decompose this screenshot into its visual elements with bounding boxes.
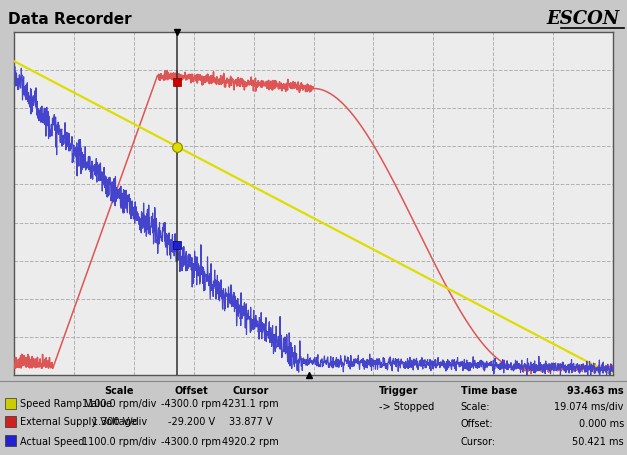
- Text: Cursor:: Cursor:: [461, 436, 496, 445]
- Text: Offset:: Offset:: [461, 418, 493, 428]
- Bar: [5, 416, 16, 427]
- Text: External Supply Voltage: External Supply Voltage: [20, 417, 137, 426]
- Text: Actual Speed: Actual Speed: [20, 436, 85, 445]
- Bar: [5, 435, 16, 446]
- Text: Offset: Offset: [174, 385, 208, 395]
- Bar: [5, 398, 16, 409]
- Text: 4231.1 rpm: 4231.1 rpm: [223, 398, 279, 408]
- Text: -> Stopped: -> Stopped: [379, 401, 435, 410]
- Text: 93.463 ms: 93.463 ms: [567, 385, 624, 395]
- Text: 1100.0 rpm/div: 1100.0 rpm/div: [82, 436, 156, 445]
- Text: -4300.0 rpm: -4300.0 rpm: [161, 436, 221, 445]
- Text: Scale: Scale: [104, 385, 134, 395]
- Text: 1100.0 rpm/div: 1100.0 rpm/div: [82, 398, 156, 408]
- Text: -29.200 V: -29.200 V: [167, 417, 215, 426]
- Text: 33.877 V: 33.877 V: [229, 417, 273, 426]
- Text: 0.000 ms: 0.000 ms: [579, 418, 624, 428]
- Text: 1.300 V/div: 1.300 V/div: [92, 417, 147, 426]
- Text: 50.421 ms: 50.421 ms: [572, 436, 624, 445]
- Text: Data Recorder: Data Recorder: [8, 11, 131, 26]
- Text: Time base: Time base: [461, 385, 517, 395]
- Text: Cursor: Cursor: [233, 385, 269, 395]
- Text: 4920.2 rpm: 4920.2 rpm: [223, 436, 279, 445]
- Text: Trigger: Trigger: [379, 385, 419, 395]
- Text: 19.074 ms/div: 19.074 ms/div: [554, 401, 624, 410]
- Text: -4300.0 rpm: -4300.0 rpm: [161, 398, 221, 408]
- Text: Scale:: Scale:: [461, 401, 490, 410]
- Text: ESCON: ESCON: [546, 10, 619, 28]
- Text: Speed Ramp Value: Speed Ramp Value: [20, 398, 112, 408]
